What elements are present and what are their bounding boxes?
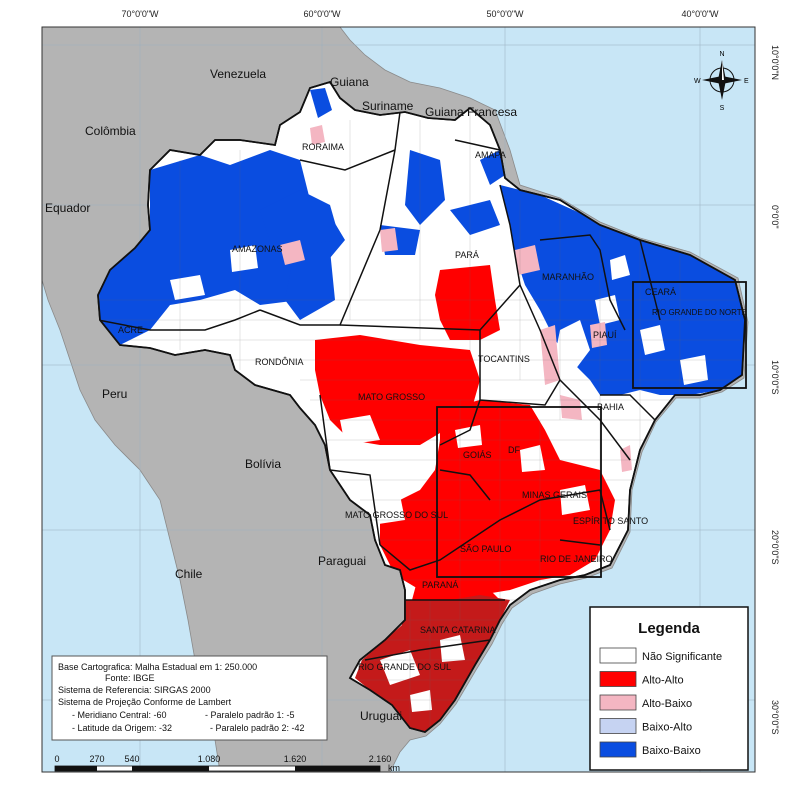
country-label: Colômbia xyxy=(85,124,136,138)
legend-label: Alto-Alto xyxy=(642,675,684,687)
state-label: PARÁ xyxy=(455,250,479,260)
scale-tick-label: 270 xyxy=(89,754,104,764)
legend-swatch xyxy=(599,741,637,758)
compass-west: W xyxy=(694,78,701,85)
compass-east: E xyxy=(744,78,749,85)
state-label: SANTA CATARINA xyxy=(420,625,496,635)
scale-tick-label: 0 xyxy=(54,754,59,764)
scale-tick-label: 1.080 xyxy=(198,754,221,764)
state-label: AMAZONAS xyxy=(232,244,283,254)
scale-tick-label: 1.620 xyxy=(284,754,307,764)
info-line: - Latitude da Origem: -32 xyxy=(72,723,172,733)
state-label: RONDÔNIA xyxy=(255,357,304,367)
info-line: Sistema de Projeção Conforme de Lambert xyxy=(58,697,232,707)
state-label: RORAIMA xyxy=(302,142,344,152)
country-label: Uruguai xyxy=(360,709,402,723)
graticule-top-70w: 70°0'0"W xyxy=(121,9,159,19)
state-label: AMAPA xyxy=(475,150,506,160)
graticule-top-50w: 50°0'0"W xyxy=(486,9,524,19)
country-label: Peru xyxy=(102,387,127,401)
state-label: CEARÁ xyxy=(645,287,676,297)
graticule-right-30s: 30°0'0"S xyxy=(770,700,780,735)
state-boundaries xyxy=(98,111,661,661)
country-label: Guiana Francesa xyxy=(425,105,517,119)
state-label: BAHIA xyxy=(597,402,624,412)
scale-bar: 0 270 540 1.080 1.620 2.160 km xyxy=(54,754,400,773)
state-label: MATO GROSSO xyxy=(358,392,425,402)
compass-rose: N S E W xyxy=(694,51,749,112)
state-label: PIAUÍ xyxy=(593,330,617,340)
legend-label: Não Significante xyxy=(642,651,722,663)
state-label: RIO GRANDE DO NORTE xyxy=(652,308,747,317)
focus-box-center-south xyxy=(436,406,602,578)
state-label: SÃO PAULO xyxy=(460,544,511,554)
info-line: - Paralelo padrão 2: -42 xyxy=(210,723,305,733)
legend-label: Baixo-Baixo xyxy=(642,745,701,757)
scale-tick-label: 540 xyxy=(124,754,139,764)
state-label: PARANÁ xyxy=(422,580,458,590)
legend-items: Não Significante Alto-Alto Alto-Baixo Baixo… xyxy=(599,647,722,758)
graticule-top-60w: 60°0'0"W xyxy=(303,9,341,19)
legend-swatch xyxy=(599,671,637,687)
country-label: Guiana xyxy=(330,75,369,89)
country-label: Equador xyxy=(45,201,90,215)
graticule-right-20s: 20°0'0"S xyxy=(770,530,780,565)
info-box xyxy=(51,655,328,741)
info-line: Base Cartografica: Malha Estadual em 1: … xyxy=(58,662,257,672)
info-line: Sistema de Referencia: SIRGAS 2000 xyxy=(58,685,211,695)
state-label: MATO GROSSO DO SUL xyxy=(345,510,448,520)
state-label: ESPÍRITO SANTO xyxy=(573,516,648,526)
map-info: Base Cartografica: Malha Estadual em 1: … xyxy=(51,655,328,741)
legend-label: Baixo-Alto xyxy=(642,722,692,734)
graticule-top-40w: 40°0'0"W xyxy=(681,9,719,19)
state-label: TOCANTINS xyxy=(478,354,530,364)
map-frame xyxy=(41,26,756,773)
graticule-right-0: 0°0'0" xyxy=(770,205,780,229)
legend: Legenda Não Significante Alto-Alto Alto-Ba… xyxy=(589,606,749,771)
scale-ticks: 0 270 540 1.080 1.620 2.160 xyxy=(54,754,391,764)
country-label: Chile xyxy=(175,567,203,581)
scale-unit: km xyxy=(388,763,400,773)
info-line: Fonte: IBGE xyxy=(105,673,155,683)
info-line: - Paralelo padrão 1: -5 xyxy=(205,710,295,720)
state-label: RIO GRANDE DO SUL xyxy=(358,662,451,672)
not-significant-patches xyxy=(170,245,708,480)
state-label: MINAS GERAIS xyxy=(522,490,587,500)
scale-tick-label: 2.160 xyxy=(369,754,392,764)
state-labels: RORAIMA AMAPA AMAZONAS PARÁ MARANHÃO CEA… xyxy=(118,142,747,672)
state-label: MARANHÃO xyxy=(542,272,594,282)
cluster-south-mixed xyxy=(355,595,510,732)
country-label: Venezuela xyxy=(210,67,266,81)
country-label: Paraguai xyxy=(318,554,366,568)
compass-south: S xyxy=(720,105,725,112)
legend-title: Legenda xyxy=(638,620,700,637)
country-label: Suriname xyxy=(362,99,414,113)
state-label: DF xyxy=(508,445,520,455)
legend-swatch xyxy=(599,718,637,734)
country-labels: Venezuela Guiana Suriname Guiana Frances… xyxy=(45,67,517,723)
graticule-right-10s: 10°0'0"S xyxy=(770,360,780,395)
state-label: ACRE xyxy=(118,325,143,335)
graticule-right-10n: 10°0'0"N xyxy=(770,45,780,80)
legend-swatch xyxy=(599,694,637,711)
focus-box-northeast xyxy=(632,281,747,389)
state-label: RIO DE JANEIRO xyxy=(540,554,613,564)
legend-label: Alto-Baixo xyxy=(642,698,692,710)
compass-north: N xyxy=(719,51,724,58)
country-label: Bolívia xyxy=(245,457,281,471)
legend-swatch xyxy=(599,647,637,664)
state-label: GOIÁS xyxy=(463,450,492,460)
info-line: - Meridiano Central: -60 xyxy=(72,710,167,720)
